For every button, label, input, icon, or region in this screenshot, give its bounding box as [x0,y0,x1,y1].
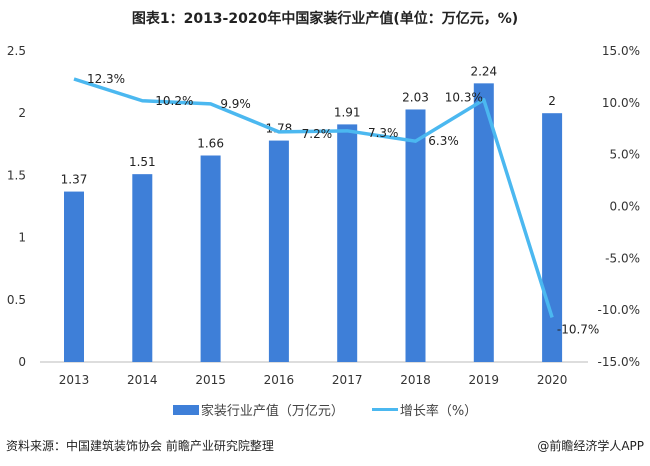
x-tick-label: 2015 [195,373,226,387]
y-left-tick-label: 0.5 [7,293,26,307]
y-right-tick-label: 0.0% [610,200,641,214]
bar-data-label: 2.24 [470,64,497,78]
x-tick-label: 2020 [537,373,568,387]
y-right-tick-label: -10.0% [598,303,640,317]
bar-data-label: 1.51 [129,155,156,169]
y-left-tick-label: 0 [18,355,26,369]
x-tick-label: 2016 [264,373,295,387]
chart-title: 图表1：2013-2020年中国家装行业产值(单位：万亿元，%) [131,11,519,27]
bar [200,155,221,362]
line-data-label: -10.7% [557,322,599,336]
bar [268,140,289,362]
x-tick-label: 2018 [400,373,431,387]
bar [405,109,426,362]
line-data-label: 12.3% [87,72,125,86]
bar [64,191,84,362]
bar-data-label: 1.91 [334,105,361,119]
legend-swatch-line [371,408,398,411]
bar [473,83,494,363]
bar-data-label: 1.66 [197,136,224,150]
x-tick-label: 2013 [59,373,90,387]
y-left-tick-label: 1.5 [7,168,26,182]
y-left-tick-label: 2.5 [7,44,26,58]
y-right-tick-label: 15.0% [602,44,640,58]
x-tick-label: 2019 [469,373,500,387]
line-data-label: 6.3% [428,134,459,148]
y-right-tick-label: 10.0% [602,96,640,110]
line-data-label: 7.2% [302,127,333,141]
y-right-tick-label: 5.0% [610,148,641,162]
y-right-tick-label: -15.0% [598,355,640,369]
bar-data-label: 1.37 [61,173,88,187]
y-right-tick-label: -5.0% [605,251,640,265]
source-note: 资料来源：中国建筑装饰协会 前瞻产业研究院整理 [6,439,274,453]
y-left-tick-label: 1 [18,231,26,245]
bar [337,124,358,362]
legend-label-line: 增长率（%） [399,404,478,419]
bar-data-label: 2 [548,94,556,108]
legend-item-bar: 家装行业产值（万亿元） [172,400,344,419]
legend-item-line: 增长率（%） [371,400,478,419]
x-tick-label: 2014 [127,373,158,387]
bar [132,174,153,362]
credit: @前瞻经济学人APP [537,439,644,453]
legend-label-bar: 家装行业产值（万亿元） [200,404,344,419]
line-data-label: 9.9% [220,97,251,111]
line-data-label: 10.3% [445,91,483,105]
chart-plot: 0 0.5 1 1.5 2 2.5 -15.0% -10.0% -5.0% 0.0% 5.0% 10.… [7,44,641,387]
x-tick-label: 2017 [332,373,363,387]
growth-line [73,77,554,318]
line-data-label: 10.2% [155,94,193,108]
bar-data-label: 2.03 [402,90,429,104]
line-data-label: 7.3% [368,126,399,140]
legend: 家装行业产值（万亿元） 增长率（%） [0,400,650,419]
y-left-tick-label: 2 [18,106,26,120]
legend-swatch-bar [172,404,199,415]
